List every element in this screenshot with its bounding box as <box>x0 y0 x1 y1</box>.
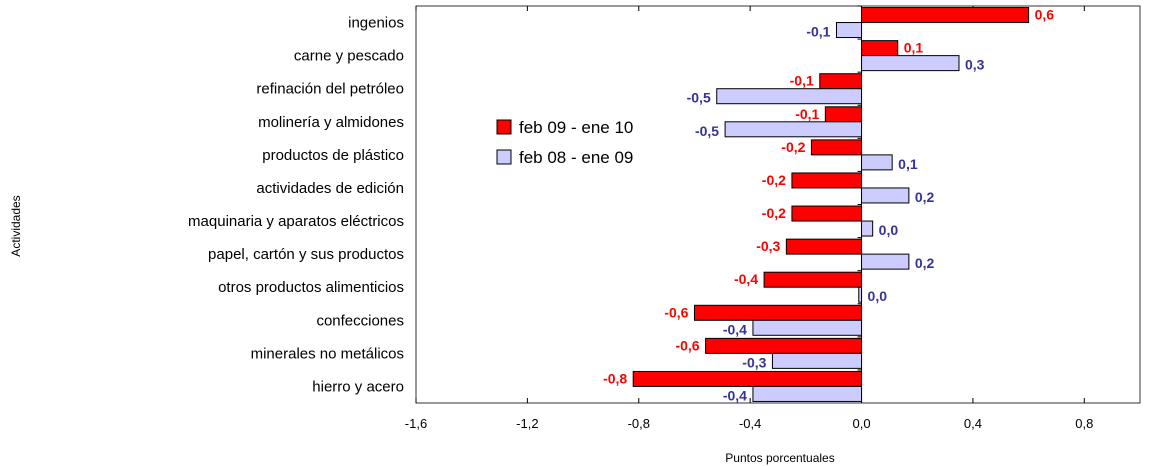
data-label-series-2: 0,1 <box>898 156 918 172</box>
bar-series-2 <box>752 385 863 402</box>
bar-series-1 <box>705 337 863 354</box>
data-label-series-1: -0,3 <box>756 238 780 254</box>
x-axis-title: Puntos porcentuales <box>725 451 834 465</box>
data-label-series-1: -0,1 <box>795 106 819 122</box>
bar-series-1 <box>861 7 1030 24</box>
data-label-series-2: 0,3 <box>965 57 985 73</box>
bar-series-2 <box>861 220 874 237</box>
data-label-series-1: 0,6 <box>1035 7 1055 23</box>
category-label: papel, cartón y sus productos <box>208 246 404 263</box>
bar-series-1 <box>861 40 899 57</box>
bar-series-1 <box>819 73 863 90</box>
bar-series-2 <box>724 121 863 138</box>
plot-area <box>415 5 1141 404</box>
bar-series-1 <box>632 370 863 387</box>
data-label-series-2: -0,1 <box>806 24 830 40</box>
data-label-series-1: -0,2 <box>762 172 786 188</box>
bar-series-2 <box>861 154 893 171</box>
bar-series-1 <box>763 271 863 288</box>
x-tick-label: -1,2 <box>516 416 538 431</box>
bar-series-1 <box>810 139 863 156</box>
x-tick-label: 0,8 <box>1075 416 1093 431</box>
data-label-series-2: 0,0 <box>879 222 899 238</box>
data-label-series-1: -0,6 <box>675 337 699 353</box>
x-tick-label: 0,4 <box>964 416 982 431</box>
bar-series-2 <box>861 187 910 204</box>
legend-swatch-series-1 <box>496 119 512 135</box>
legend-label-series-1: feb 09 - ene 10 <box>519 118 633 137</box>
data-label-series-1: -0,2 <box>762 205 786 221</box>
bar-series-1 <box>791 172 863 189</box>
x-tick-label: -1,6 <box>405 416 427 431</box>
data-label-series-2: -0,5 <box>695 123 719 139</box>
data-label-series-1: -0,1 <box>790 73 814 89</box>
bar-series-2 <box>861 253 910 270</box>
category-label: actividades de edición <box>256 180 404 197</box>
data-label-series-2: 0,0 <box>868 288 888 304</box>
category-label: hierro y acero <box>312 378 404 395</box>
data-label-series-1: 0,1 <box>904 40 924 56</box>
bar-series-1 <box>693 304 863 321</box>
y-axis-title: Actividades <box>9 195 23 256</box>
bar-series-2 <box>716 88 863 105</box>
data-labels: 0,6 0,1 -0,1 -0,1 -0,2 -0,2 -0,2 -0,3 -0,4 -0,6 -0… <box>603 7 1054 404</box>
category-label: productos de plástico <box>262 147 404 164</box>
bar-series-1 <box>791 205 863 222</box>
bar-series-2 <box>771 352 863 369</box>
category-label: molinería y almidones <box>258 114 404 131</box>
bar-series-1 <box>824 106 863 123</box>
legend: feb 09 - ene 10 feb 08 - ene 09 <box>496 118 633 167</box>
data-label-series-1: -0,2 <box>781 139 805 155</box>
bar-series-2 <box>752 319 863 336</box>
bar-series-2 <box>861 55 960 72</box>
category-label: carne y pescado <box>294 48 404 65</box>
x-tick-label: -0,8 <box>628 416 650 431</box>
x-tick-label: -0,4 <box>739 416 761 431</box>
legend-label-series-2: feb 08 - ene 09 <box>519 148 633 167</box>
category-label: refinación del petróleo <box>256 81 404 98</box>
data-label-series-1: -0,6 <box>664 304 688 320</box>
bar-marks <box>632 7 1030 402</box>
bar-series-2 <box>835 22 863 39</box>
data-label-series-2: 0,2 <box>915 189 935 205</box>
x-axis-ticks: -1,6 -1,2 -0,8 -0,4 0,0 0,4 0,8 <box>405 6 1093 431</box>
data-label-series-2: -0,4 <box>723 387 747 403</box>
data-label-series-2: -0,4 <box>723 321 747 337</box>
category-label: confecciones <box>316 312 404 329</box>
x-tick-label: 0,0 <box>852 416 870 431</box>
data-label-series-1: -0,8 <box>603 370 627 386</box>
bar-series-1 <box>785 238 863 255</box>
data-label-series-1: -0,4 <box>734 271 758 287</box>
data-label-series-2: -0,3 <box>742 354 766 370</box>
category-labels: ingenios carne y pescado refinación del pe… <box>188 5 862 395</box>
data-label-series-2: -0,5 <box>687 90 711 106</box>
category-label: otros productos alimenticios <box>218 279 404 296</box>
category-label: maquinaria y aparatos eléctricos <box>188 213 404 230</box>
bar-series-2 <box>858 286 863 303</box>
category-label: minerales no metálicos <box>251 345 404 362</box>
data-label-series-2: 0,2 <box>915 255 935 271</box>
category-label: ingenios <box>348 15 404 32</box>
legend-swatch-series-2 <box>496 149 512 165</box>
